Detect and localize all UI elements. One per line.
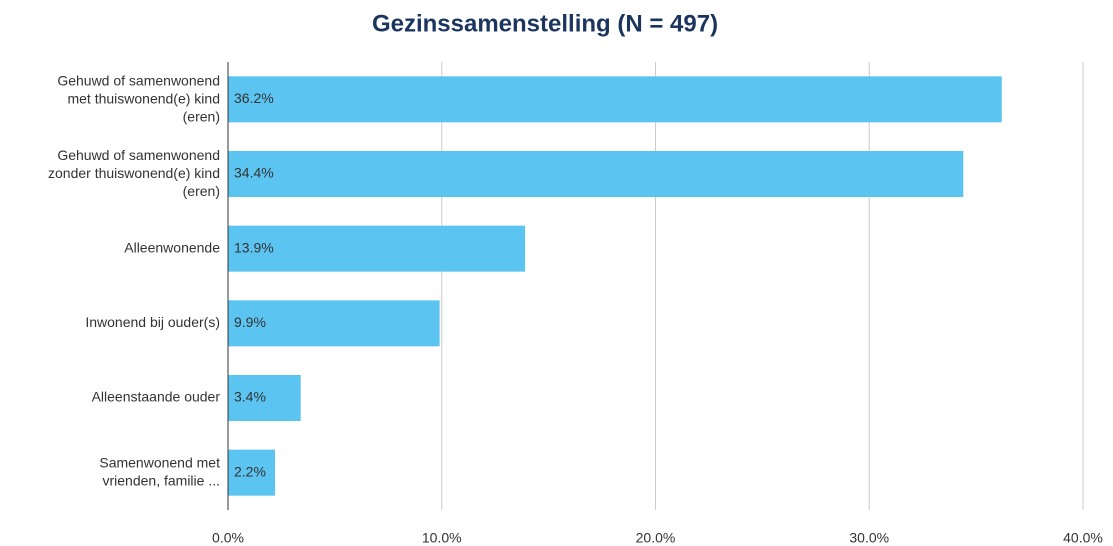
x-tick-label: 30.0% <box>849 530 889 546</box>
bar <box>228 300 440 347</box>
bar <box>228 76 1002 123</box>
chart-title: Gezinssamenstelling (N = 497) <box>372 10 718 37</box>
x-tick-label: 0.0% <box>212 530 244 546</box>
y-tick-label: Gehuwd of samenwonend zonder thuiswonend(… <box>48 147 220 199</box>
bar <box>228 225 526 272</box>
bar <box>228 151 964 197</box>
y-tick-label: Alleenstaande ouder <box>92 389 221 405</box>
y-tick-label: Alleenwonende <box>124 239 220 255</box>
x-tick-label: 10.0% <box>422 530 462 546</box>
data-label: 3.4% <box>234 389 266 405</box>
data-label: 9.9% <box>234 314 266 330</box>
bar <box>228 375 301 421</box>
y-tick-label: Inwonend bij ouder(s) <box>85 314 220 330</box>
bar <box>228 449 276 496</box>
y-tick-label: Samenwonend met vrienden, familie ... <box>99 454 220 488</box>
x-tick-label: 20.0% <box>636 530 676 546</box>
data-label: 36.2% <box>234 90 274 106</box>
data-label: 13.9% <box>234 239 274 255</box>
x-tick-label: 40.0% <box>1063 530 1103 546</box>
data-label: 2.2% <box>234 463 266 479</box>
y-tick-label: Gehuwd of samenwonend met thuiswonend(e) … <box>57 72 220 124</box>
data-label: 34.4% <box>234 165 274 181</box>
